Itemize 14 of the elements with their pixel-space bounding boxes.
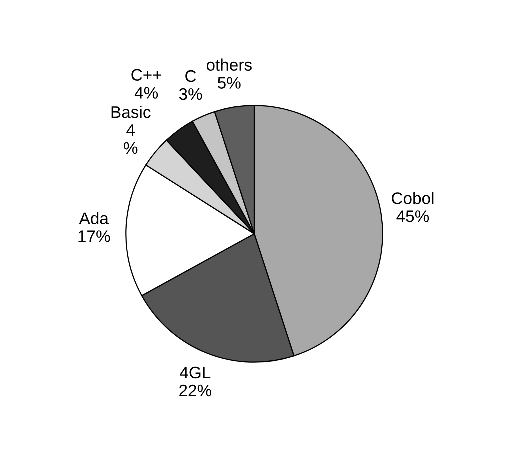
data-label: 4 % [124,124,138,154]
data-label: 22% [180,384,212,397]
data-label: 4% [134,87,158,99]
data-label: 3% [179,88,202,100]
slice-label: Cobol [392,192,434,204]
slice-label: Basic [112,106,151,118]
slice-label: 4GL [180,366,211,379]
slice-label: C++ [132,69,162,81]
slice-label: others [206,58,252,72]
data-label: 45% [396,210,430,222]
data-label: 17% [78,230,110,242]
slice-label: C [186,70,196,82]
slice-label: Ada [79,212,109,224]
data-label: 5% [218,77,241,89]
